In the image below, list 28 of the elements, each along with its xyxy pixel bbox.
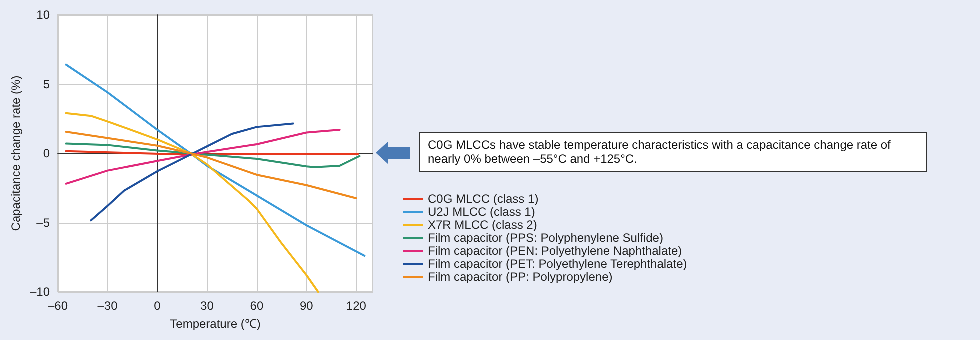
line-series <box>65 142 361 168</box>
line-series <box>65 112 320 293</box>
x-tick-label: 0 <box>154 299 162 313</box>
y-tick-label: 5 <box>43 77 50 92</box>
y-tick-label: –5 <box>36 216 50 230</box>
line-series <box>65 64 366 257</box>
y-tick-label: 10 <box>36 8 50 22</box>
x-tick-label: 30 <box>200 299 214 313</box>
legend-label: C0G MLCC (class 1) <box>428 192 539 206</box>
legend-label: X7R MLCC (class 2) <box>428 218 538 232</box>
y-tick-label: –10 <box>30 285 50 299</box>
x-tick-label: –60 <box>48 299 68 313</box>
text: C0G MLCCs have stable temperature characteristics with a capacitance change rate of nearly 0% between –55°C and +125°C. <box>419 132 927 172</box>
x-tick-label: 90 <box>300 299 314 313</box>
x-axis-title: Temperature (℃) <box>170 317 261 331</box>
line-series <box>90 122 294 222</box>
legend-label: Film capacitor (PP: Polypropylene) <box>428 270 613 284</box>
legend-label: Film capacitor (PPS: Polyphenylene Sulfide) <box>428 231 664 245</box>
x-tick-label: 60 <box>250 299 264 313</box>
y-tick-label: 0 <box>43 146 50 160</box>
x-tick-label: –30 <box>98 299 118 313</box>
x-tick-label: 120 <box>346 299 367 313</box>
legend-label: U2J MLCC (class 1) <box>428 205 536 219</box>
legend-label: Film capacitor (PET: Polyethylene Terephthalate) <box>428 257 688 271</box>
line-series <box>65 131 358 200</box>
legend-label: Film capacitor (PEN: Polyethylene Naphthalate) <box>428 244 682 258</box>
y-axis-title: Capacitance change rate (%) <box>9 76 23 232</box>
line-series <box>65 128 341 185</box>
